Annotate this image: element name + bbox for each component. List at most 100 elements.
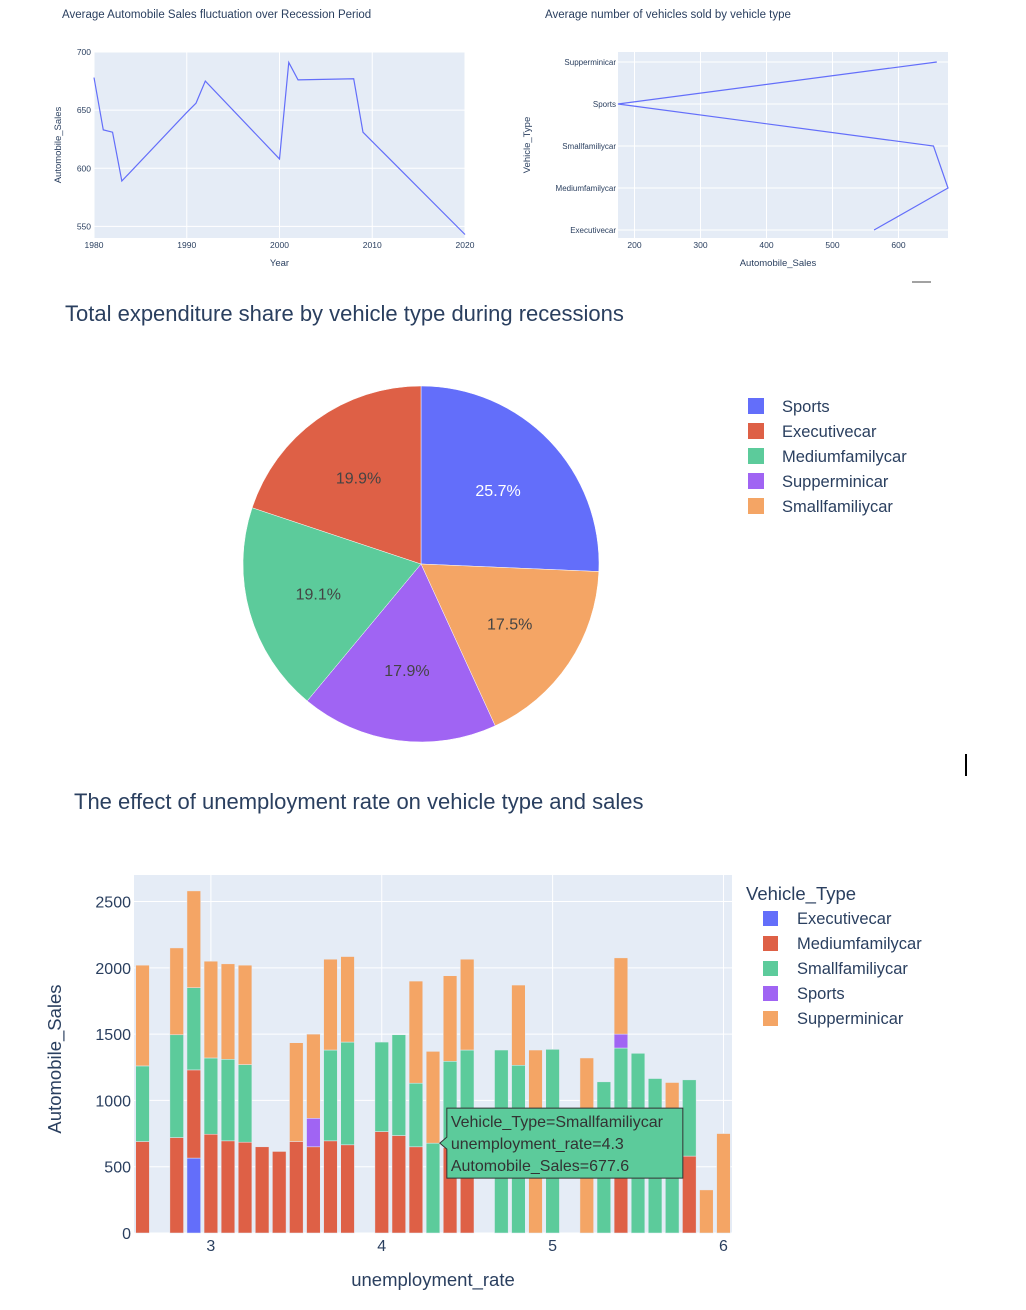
hover-tooltip-line: Vehicle_Type=Smallfamiliycar	[451, 1114, 664, 1131]
y-tick-label: 2000	[95, 961, 131, 978]
slice-label: 17.5%	[487, 617, 532, 634]
pie-slice	[420, 385, 600, 572]
x-tick-label: 300	[693, 240, 707, 250]
legend-label: Supperminicar	[782, 473, 889, 491]
bar-segment	[306, 1033, 321, 1119]
bar-segment	[135, 1141, 150, 1234]
y-tick-label: Executivecar	[570, 226, 616, 235]
bar-segment	[272, 1151, 287, 1234]
pie-slice	[251, 385, 422, 565]
bar-segment	[340, 1144, 355, 1234]
legend-swatch	[748, 398, 764, 414]
chart-title: Total expenditure share by vehicle type …	[65, 301, 624, 326]
x-tick-label: 6	[719, 1238, 728, 1255]
legend-swatch	[763, 1011, 778, 1026]
hover-tooltip	[439, 1107, 684, 1179]
bar-segment	[340, 1041, 355, 1146]
bar-segment	[391, 1034, 406, 1136]
bar-segment	[237, 1141, 253, 1234]
legend-swatch	[763, 961, 778, 976]
bar-segment	[237, 1064, 253, 1143]
legend-label: Sports	[782, 398, 830, 416]
bar-segment	[443, 975, 458, 1062]
slice-label: 19.9%	[336, 470, 381, 487]
x-tick-label: 1980	[85, 240, 104, 250]
line-chart-vehicle-type-sales: Average number of vehicles sold by vehic…	[522, 9, 949, 283]
legend-label: Sports	[797, 985, 845, 1003]
bar-segment	[220, 1140, 236, 1234]
text-cursor	[965, 754, 967, 776]
bar-segment	[186, 890, 201, 988]
bar-segment	[613, 1033, 629, 1049]
y-axis-label: Automobile_Sales	[44, 984, 66, 1133]
bar-segment	[169, 1034, 184, 1138]
bar-segment	[306, 1118, 321, 1148]
bar-segment	[237, 964, 253, 1065]
x-axis-label: Year	[270, 258, 289, 269]
hover-tooltip-line: Automobile_Sales=677.6	[451, 1158, 629, 1175]
bar-segment	[135, 1065, 150, 1142]
bar-segment	[460, 958, 475, 1051]
bar-segment	[408, 1082, 423, 1148]
bar-segment	[699, 1189, 714, 1234]
x-tick-label: 600	[891, 240, 905, 250]
x-tick-label: 500	[825, 240, 839, 250]
y-tick-label: 1500	[95, 1027, 131, 1044]
y-tick-label: 650	[77, 105, 91, 115]
x-tick-label: 4	[377, 1238, 386, 1255]
bar-segment	[220, 1059, 236, 1142]
plot-area	[618, 52, 948, 238]
slice-label: 19.1%	[296, 586, 341, 603]
x-axis-label: unemployment_rate	[351, 1269, 515, 1291]
pie-slice	[306, 563, 496, 743]
x-tick-label: 3	[206, 1238, 215, 1255]
pie-slice	[242, 507, 422, 702]
x-tick-label: 2020	[456, 240, 475, 250]
bar-segment	[186, 1157, 201, 1234]
bar-segment	[306, 1146, 321, 1234]
bar-segment	[340, 956, 355, 1043]
x-tick-label: 2010	[363, 240, 382, 250]
x-tick-label: 200	[627, 240, 641, 250]
y-tick-label: 550	[77, 221, 91, 231]
bar-segment	[323, 1140, 338, 1234]
legend-swatch	[748, 498, 764, 514]
bar-segment	[425, 1142, 441, 1234]
y-tick-label: Supperminicar	[564, 58, 616, 67]
x-tick-label: 400	[759, 240, 773, 250]
bar-segment	[716, 1133, 731, 1234]
bar-segment	[408, 1146, 423, 1234]
legend-label: Executivecar	[782, 423, 877, 441]
legend-label: Smallfamiliycar	[797, 960, 908, 978]
bar-segment	[203, 960, 218, 1059]
bar-segment	[220, 963, 236, 1060]
y-tick-label: 2500	[95, 895, 131, 912]
x-tick-label: 2000	[270, 240, 289, 250]
bar-segment	[613, 957, 629, 1035]
legend-swatch	[748, 448, 764, 464]
y-tick-label: 500	[104, 1160, 131, 1177]
bar-segment	[682, 1079, 697, 1157]
y-axis-label: Automobile_Sales	[53, 106, 64, 183]
legend-label: Mediumfamilycar	[797, 935, 922, 953]
pie-chart-expenditure-share: Total expenditure share by vehicle type …	[65, 301, 907, 743]
legend-swatch	[748, 423, 764, 439]
legend-title: Vehicle_Type	[746, 883, 856, 905]
y-tick-label: 700	[77, 47, 91, 57]
bar-segment	[391, 1135, 406, 1234]
bar-segment	[323, 1049, 338, 1142]
y-tick-label: Smallfamiliycar	[562, 142, 616, 151]
bar-segment	[511, 984, 526, 1066]
legend-swatch	[763, 911, 778, 926]
bar-segment	[289, 1042, 304, 1142]
bar-segment	[203, 1057, 218, 1135]
y-tick-label: 1000	[95, 1093, 131, 1110]
bar-segment	[203, 1133, 218, 1234]
bar-segment	[135, 964, 150, 1067]
bar-segment	[169, 1137, 184, 1234]
bar-segment	[425, 1051, 441, 1144]
bar-chart-unemployment: The effect of unemployment rate on vehic…	[44, 789, 922, 1291]
hover-tooltip-line: unemployment_rate=4.3	[451, 1136, 624, 1153]
bar-segment	[408, 980, 423, 1084]
chart-title: Average Automobile Sales fluctuation ove…	[62, 9, 371, 21]
